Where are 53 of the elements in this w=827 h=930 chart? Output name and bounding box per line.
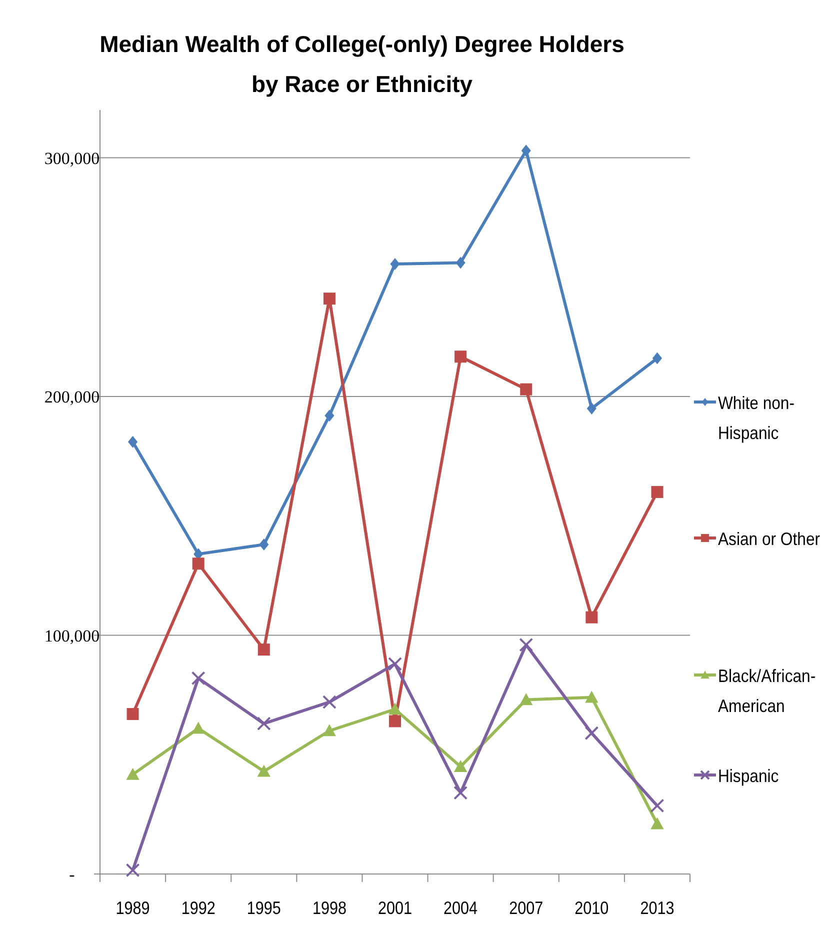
point	[192, 558, 204, 570]
point	[388, 656, 402, 671]
point	[456, 256, 466, 269]
point	[192, 722, 205, 734]
point	[126, 708, 139, 720]
x-tick-label: 2001	[378, 898, 412, 918]
y-tick-label: -	[69, 865, 76, 884]
point	[519, 638, 534, 652]
x-tick-label: 2010	[574, 898, 609, 918]
point	[585, 690, 598, 703]
legend-label: Hispanic	[718, 766, 780, 786]
point	[324, 410, 334, 422]
point	[586, 402, 596, 414]
x-tick-label: 1998	[312, 898, 346, 918]
point	[586, 611, 598, 624]
point	[389, 715, 401, 728]
point	[520, 383, 532, 396]
legend-label: Asian or Other	[718, 529, 820, 550]
chart-title: Median Wealth of College(-only) Degree Holders by Race or Ethnicity	[100, 31, 624, 97]
point	[521, 144, 531, 157]
point	[322, 695, 336, 710]
point	[652, 352, 662, 364]
point	[650, 798, 664, 813]
point	[454, 350, 467, 363]
point	[584, 726, 599, 740]
point	[322, 724, 336, 736]
point	[128, 436, 138, 448]
point	[257, 764, 270, 777]
x-tick-label: 1989	[116, 898, 150, 918]
point	[388, 702, 402, 715]
x-tick-label: 2007	[509, 898, 544, 918]
point	[191, 671, 206, 686]
y-tick-label: 200,000	[44, 388, 100, 406]
point	[259, 538, 269, 551]
x-tick-label: 2004	[444, 898, 478, 918]
point	[126, 863, 140, 878]
x-tick-label: 2013	[640, 898, 674, 918]
x-tick-label: 1995	[246, 898, 281, 918]
x-tick-label: 1992	[181, 898, 216, 918]
y-tick-label: 300,000	[44, 148, 100, 168]
point	[258, 644, 270, 656]
point	[256, 716, 271, 731]
legend-label: White non-Hispanic	[718, 393, 795, 444]
point	[390, 258, 400, 270]
point	[126, 768, 140, 780]
point	[520, 693, 533, 706]
y-tick-label: 100,000	[44, 626, 100, 646]
point	[650, 817, 664, 830]
point	[323, 292, 336, 305]
point	[454, 786, 468, 800]
point	[454, 760, 468, 772]
point	[651, 486, 664, 498]
legend-label: Black/African-American	[718, 666, 816, 716]
